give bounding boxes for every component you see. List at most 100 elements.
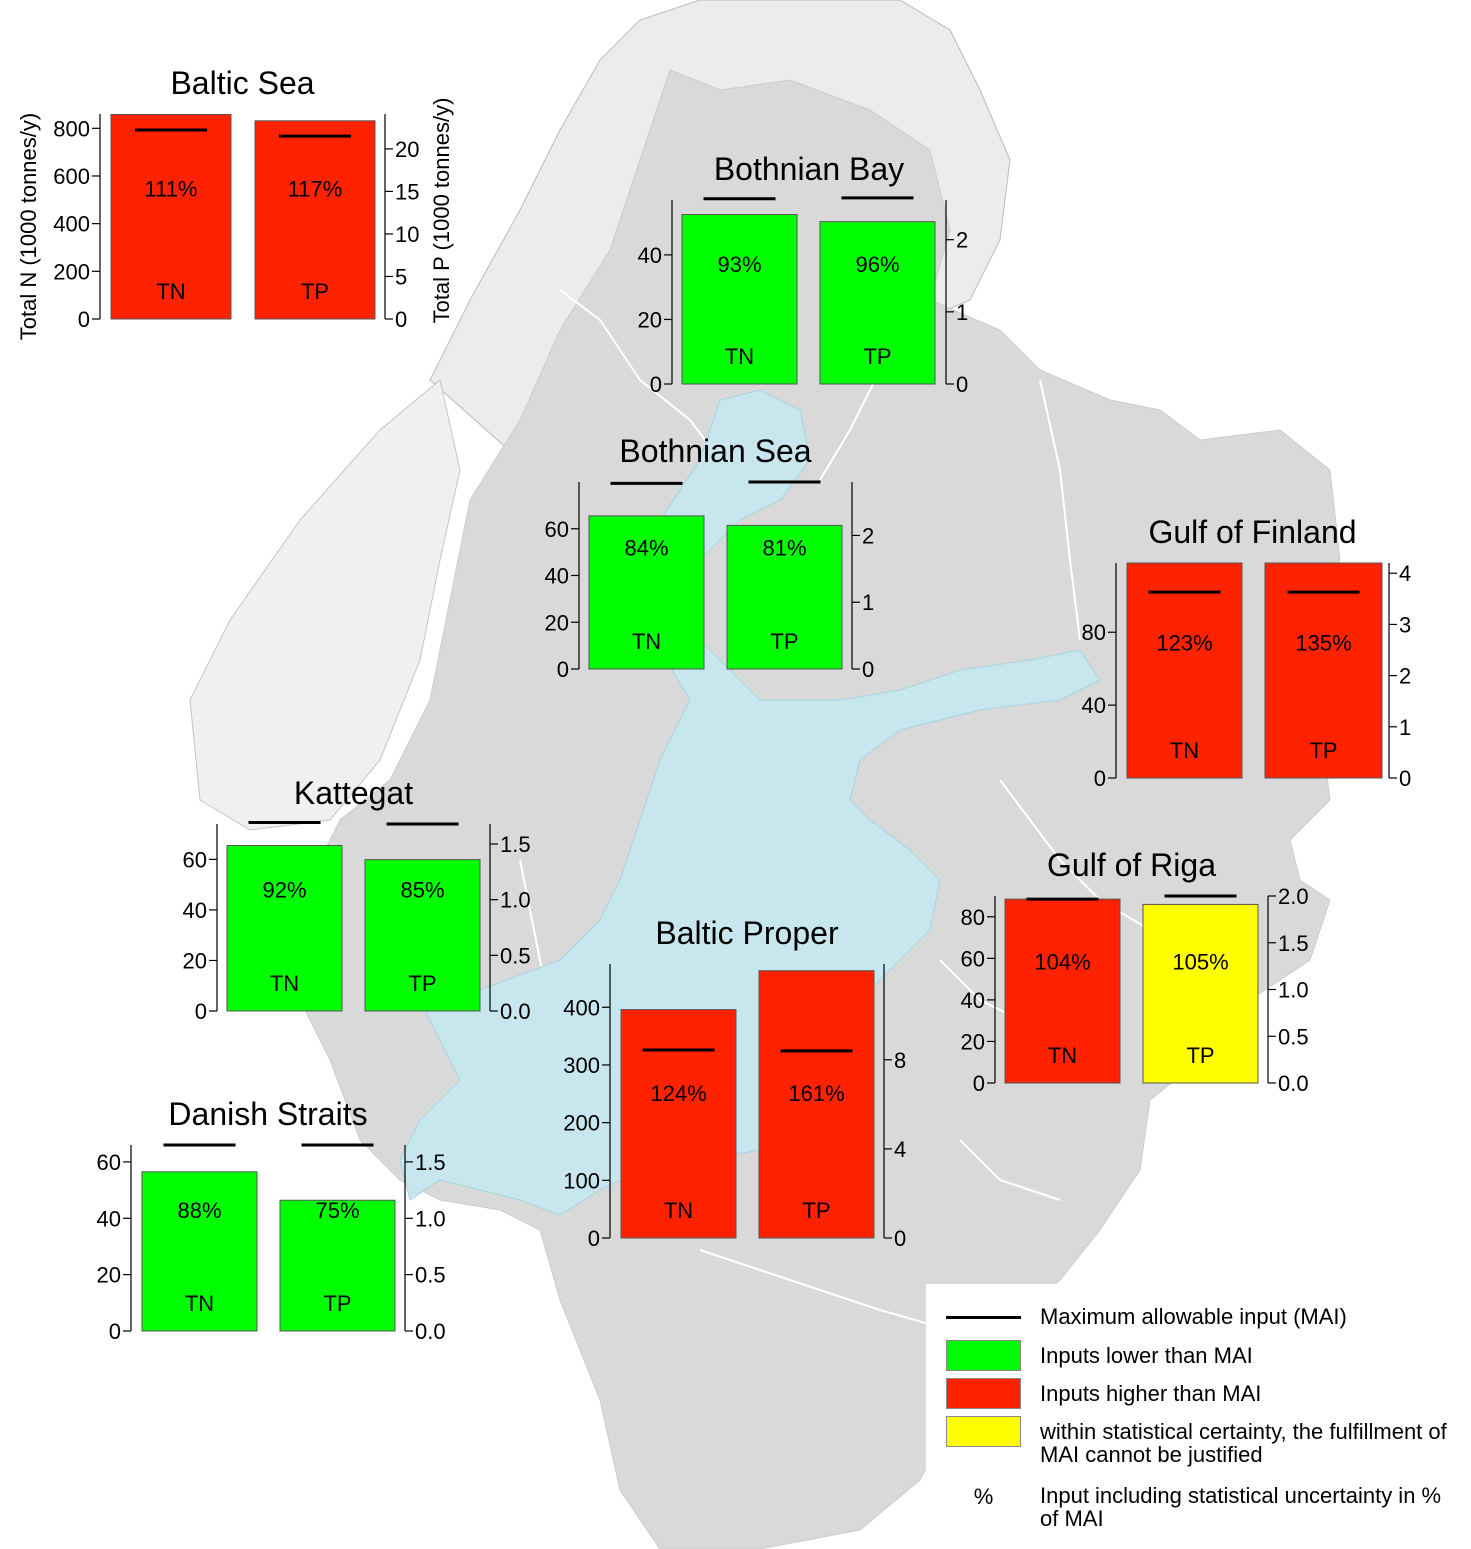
percent-label: 85% [400,878,444,903]
left-tick-label: 20 [545,610,569,635]
bar-tn [1126,562,1243,779]
right-tick-label: 0.0 [415,1319,446,1344]
left-tick-label: 600 [53,164,90,189]
right-tick-label: 0.5 [500,943,531,968]
right-tick-label: 3 [1399,612,1411,637]
right-tick-label: 1.5 [415,1150,446,1175]
left-tick-label: 80 [1082,620,1106,645]
right-tick-label: 0.5 [415,1263,446,1288]
right-tick-label: 1.5 [1278,931,1309,956]
legend-percent-label: Input including statistical uncertainty … [1040,1483,1442,1531]
chart-gulf-of-riga: Gulf of Riga 0 20 40 60 80 0.0 0.5 1.0 1.5 2.0 104%… [961,847,1309,1096]
bar-tp [364,859,481,1012]
left-tick-label: 800 [53,116,90,141]
left-tick-label: 20 [97,1263,121,1288]
left-tick-label: 400 [53,212,90,237]
right-tick-label: 5 [395,264,407,289]
left-tick-label: 20 [638,307,662,332]
chart-title: Baltic Proper [655,915,839,951]
percent-label: 104% [1034,950,1090,975]
left-tick-label: 60 [961,946,985,971]
right-tick-label: 4 [1399,561,1411,586]
chart-bothnian-bay: Bothnian Bay 0 20 40 0 1 2 93% TN 96% TP [638,151,969,397]
right-tick-label: 2.0 [1278,884,1309,909]
right-axis-title: Total P (1000 tonnes/y) [429,98,454,324]
right-tick-label: 20 [395,137,419,162]
legend-mai-label: Maximum allowable input (MAI) [1040,1304,1347,1329]
percent-label: 105% [1172,950,1228,975]
left-tick-label: 40 [183,898,207,923]
left-tick-label: 60 [183,847,207,872]
left-tick-label: 40 [1082,693,1106,718]
left-tick-label: 300 [563,1053,600,1078]
category-label: TP [863,344,891,369]
chart-kattegat: Kattegat 0 20 40 60 0.0 0.5 1.0 1.5 92% TN 85% TP [183,775,531,1024]
bar-tp [254,120,376,320]
right-tick-label: 1.0 [500,888,531,913]
bar-tn [226,844,343,1012]
percent-label: 117% [288,177,343,202]
category-label: TP [802,1198,830,1223]
right-tick-label: 0 [395,307,407,332]
category-label: TP [1309,738,1337,763]
percent-label: 161% [788,1081,844,1106]
category-label: TP [408,971,436,996]
legend-item-percent: % Input including statistical uncertaint… [926,1484,1471,1534]
category-label: TN [664,1198,693,1223]
left-tick-label: 20 [183,948,207,973]
left-tick-label: 40 [97,1206,121,1231]
bar-tp [726,524,843,670]
legend-uncertain-label: within statistical certainty, the fulfil… [1040,1419,1447,1467]
chart-baltic-proper: Baltic Proper 0 100 200 300 400 0 4 8 124% TN 161% T… [563,915,906,1251]
left-tick-label: 0 [557,657,569,682]
percent-label: 96% [855,252,899,277]
right-tick-label: 0 [1399,766,1411,791]
left-tick-label: 0 [973,1071,985,1096]
chart-title: Danish Straits [168,1096,367,1132]
category-label: TN [1048,1043,1077,1068]
chart-title: Gulf of Finland [1148,514,1356,550]
left-tick-label: 0 [650,372,662,397]
percent-label: 135% [1295,631,1351,656]
category-label: TP [301,279,329,304]
category-label: TP [323,1291,351,1316]
chart-title: Gulf of Riga [1047,847,1216,883]
legend-red-swatch [946,1378,1021,1409]
chart-title: Bothnian Sea [619,433,811,469]
bar-tn [620,1009,737,1239]
left-axis-title: Total N (1000 tonnes/y) [16,113,41,340]
bar-tn [141,1171,258,1332]
right-tick-label: 10 [395,222,419,247]
left-tick-label: 60 [545,517,569,542]
category-label: TN [1170,738,1199,763]
chart-title: Baltic Sea [170,65,314,101]
right-tick-label: 0.0 [1278,1071,1309,1096]
bar-tp [1142,903,1259,1084]
category-label: TP [770,629,798,654]
right-tick-label: 2 [862,523,874,548]
right-tick-label: 1 [1399,715,1411,740]
legend-item-uncertain: within statistical certainty, the fulfil… [926,1416,1471,1466]
bar-tn [1004,898,1121,1084]
legend-percent-symbol: % [973,1484,994,1509]
right-tick-label: 1.0 [415,1206,446,1231]
percent-label: 93% [717,252,761,277]
right-tick-label: 0.5 [1278,1024,1309,1049]
right-tick-label: 0.0 [500,999,531,1024]
right-tick-label: 2 [956,228,968,253]
right-tick-label: 0 [894,1226,906,1251]
left-tick-label: 40 [545,564,569,589]
percent-label: 123% [1156,631,1212,656]
category-label: TN [185,1291,214,1316]
right-tick-label: 4 [894,1137,906,1162]
percent-label: 81% [762,536,806,561]
legend-lower-label: Inputs lower than MAI [1040,1343,1253,1368]
percent-label: 124% [650,1081,706,1106]
bar-tp [758,970,875,1239]
right-tick-label: 0 [956,372,968,397]
left-tick-label: 20 [961,1029,985,1054]
left-tick-label: 400 [563,995,600,1020]
